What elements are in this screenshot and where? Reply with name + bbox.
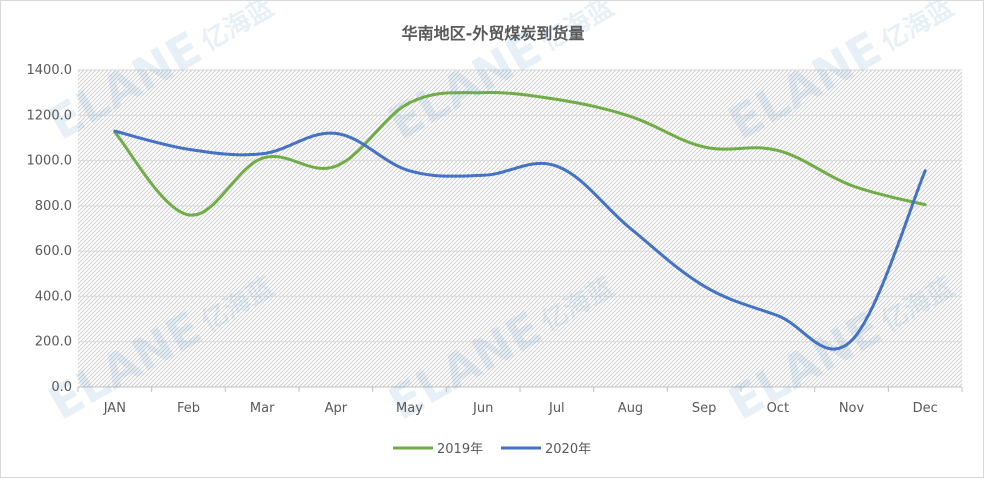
plot-area <box>78 70 962 387</box>
x-tick-label: Sep <box>692 401 717 416</box>
chart-title: 华南地区-外贸煤炭到货量 <box>402 24 585 43</box>
x-tick-label: Mar <box>250 401 275 416</box>
watermark-cn: 亿海蓝 <box>876 1 959 58</box>
y-tick-label: 600.0 <box>35 244 72 259</box>
y-tick-label: 1000.0 <box>27 154 73 169</box>
watermark-cn: 亿海蓝 <box>196 1 279 58</box>
y-tick-label: 400.0 <box>35 289 72 304</box>
x-tick-label: Jul <box>548 401 565 416</box>
y-tick-label: 1400.0 <box>27 63 73 78</box>
x-tick-label: Oct <box>767 401 789 416</box>
series-line-1 <box>113 91 927 217</box>
y-tick-label: 0.0 <box>51 380 72 395</box>
legend: 2019年 2020年 <box>393 442 591 457</box>
y-tick-label: 1200.0 <box>27 108 73 123</box>
legend-label: 2020年 <box>545 442 591 457</box>
x-axis-ticks: JAN Feb Mar Apr May Jun Jul Aug Sep Oct Nov Dec <box>77 387 963 416</box>
x-tick-label: Jun <box>472 401 493 416</box>
x-tick-label: Apr <box>325 401 348 416</box>
y-tick-label: 200.0 <box>35 335 72 350</box>
x-tick-label: Dec <box>913 401 938 416</box>
series-line-2 <box>113 129 927 351</box>
legend-label: 2019年 <box>437 442 483 457</box>
x-tick-label: Aug <box>618 401 643 416</box>
watermark-cn: 亿海蓝 <box>536 1 619 58</box>
series-lines <box>113 91 927 351</box>
y-tick-label: 800.0 <box>35 199 72 214</box>
x-tick-label: May <box>396 401 423 416</box>
y-axis-ticks: 0.0 200.0 400.0 600.0 800.0 1000.0 1200.0 1400.… <box>27 63 73 395</box>
x-tick-label: Nov <box>839 401 865 416</box>
x-tick-label: Feb <box>177 401 200 416</box>
x-tick-label: JAN <box>103 401 126 416</box>
